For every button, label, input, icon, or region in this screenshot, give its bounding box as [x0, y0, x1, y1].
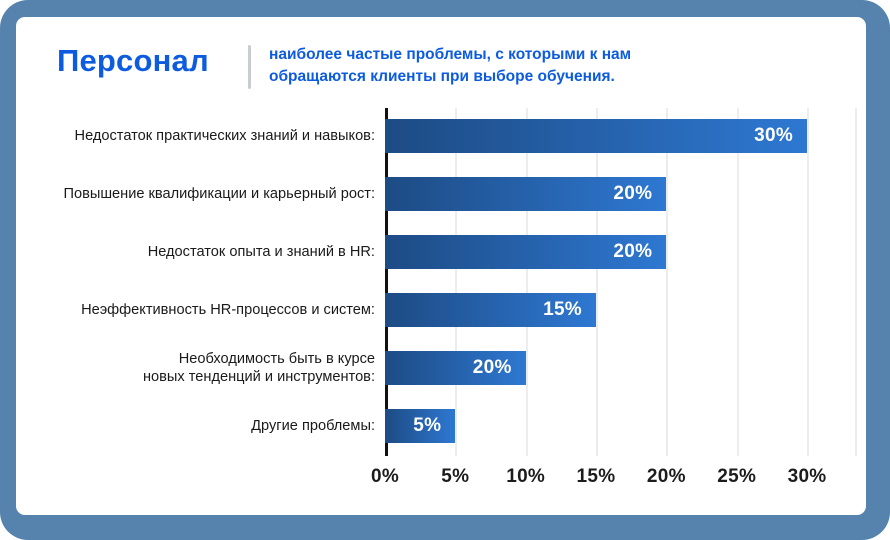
category-label: Недостаток практических знаний и навыков… — [74, 128, 375, 144]
bar: 30% — [385, 119, 808, 153]
x-axis-tick: 20% — [646, 466, 686, 487]
bar: 20% — [385, 177, 667, 211]
x-axis-tick: 15% — [576, 466, 616, 487]
bar: 20% — [385, 351, 526, 385]
category-label: Неэффективность HR-процессов и систем: — [81, 302, 375, 318]
bar-chart-plot: 30% 20% 20% 15% 20% 5% — [385, 108, 857, 456]
plot-right-edge-gridline — [855, 108, 857, 456]
gridline — [736, 108, 739, 456]
category-label: Другие проблемы: — [251, 418, 375, 434]
bar-value-label: 20% — [472, 357, 512, 378]
x-axis-tick: 10% — [506, 466, 546, 487]
header-divider — [248, 45, 251, 89]
gridline — [525, 108, 528, 456]
gridline — [455, 108, 458, 456]
x-axis-tick: 25% — [717, 466, 757, 487]
gridline — [596, 108, 599, 456]
category-label: Необходимость быть в курсе новых тенденц… — [142, 351, 375, 385]
gridline — [807, 108, 810, 456]
bar: 5% — [385, 409, 456, 443]
x-axis-ticks: 0% 5% 10% 15% 20% 25% 30% — [371, 466, 857, 492]
bar-value-label: 20% — [613, 241, 653, 262]
bar-value-label: 5% — [413, 415, 442, 436]
category-labels: Недостаток практических знаний и навыков… — [16, 108, 375, 456]
x-axis-tick: 5% — [441, 466, 470, 487]
page-title: Персонал — [57, 43, 209, 78]
x-axis-tick: 30% — [787, 466, 827, 487]
bar-value-label: 15% — [543, 299, 583, 320]
card: Персонал наиболее частые проблемы, с кот… — [16, 17, 866, 515]
page-subtitle: наиболее частые проблемы, с которыми к н… — [269, 46, 632, 85]
x-axis-tick: 0% — [370, 466, 400, 487]
bar: 15% — [385, 293, 597, 327]
category-label: Повышение квалификации и карьерный рост: — [63, 186, 375, 202]
y-axis-line — [385, 108, 388, 456]
bar-value-label: 30% — [754, 125, 794, 146]
bar-value-label: 20% — [613, 183, 653, 204]
category-label: Недостаток опыта и знаний в HR: — [147, 244, 375, 260]
gridline — [666, 108, 669, 456]
bar: 20% — [385, 235, 667, 269]
